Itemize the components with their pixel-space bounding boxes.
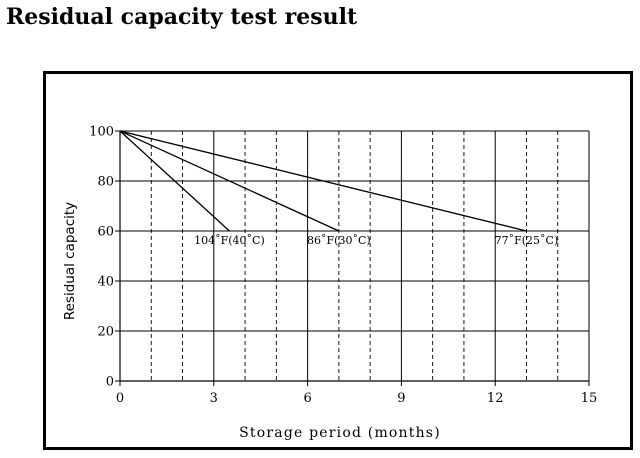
chart-title: Residual capacity test result bbox=[6, 4, 358, 30]
y-tick-label: 60 bbox=[97, 225, 114, 240]
series-lines bbox=[119, 130, 527, 232]
series-line bbox=[119, 130, 527, 232]
y-tick-label: 40 bbox=[97, 275, 114, 290]
y-tick-label: 0 bbox=[106, 375, 114, 390]
x-tick-label: 0 bbox=[116, 391, 124, 406]
x-tick-label: 15 bbox=[581, 391, 598, 406]
x-tick-label: 12 bbox=[487, 391, 504, 406]
y-tick-label: 20 bbox=[97, 325, 114, 340]
series-line bbox=[119, 130, 230, 232]
x-tick-label: 3 bbox=[210, 391, 218, 406]
x-tick-label: 9 bbox=[397, 391, 405, 406]
tick-labels: 0 20 40 60 80 100 0 3 6 9 12 15 bbox=[89, 125, 597, 407]
y-tick-label: 100 bbox=[89, 125, 114, 140]
y-tick-label: 80 bbox=[97, 175, 114, 190]
series-label: 104˚F(40˚C) bbox=[194, 234, 265, 247]
x-tick-label: 6 bbox=[303, 391, 311, 406]
chart-frame bbox=[43, 71, 633, 450]
y-axis-label: Residual capacity bbox=[62, 202, 78, 320]
series-label: 77˚F(25˚C) bbox=[495, 234, 559, 247]
grid bbox=[120, 130, 590, 381]
x-axis-label: Storage period (months) bbox=[239, 425, 441, 441]
series-label: 86˚F(30˚C) bbox=[307, 234, 371, 247]
series-line bbox=[119, 130, 340, 232]
axes bbox=[115, 130, 590, 386]
series-labels: 104˚F(40˚C) 86˚F(30˚C) 77˚F(25˚C) bbox=[194, 234, 558, 247]
